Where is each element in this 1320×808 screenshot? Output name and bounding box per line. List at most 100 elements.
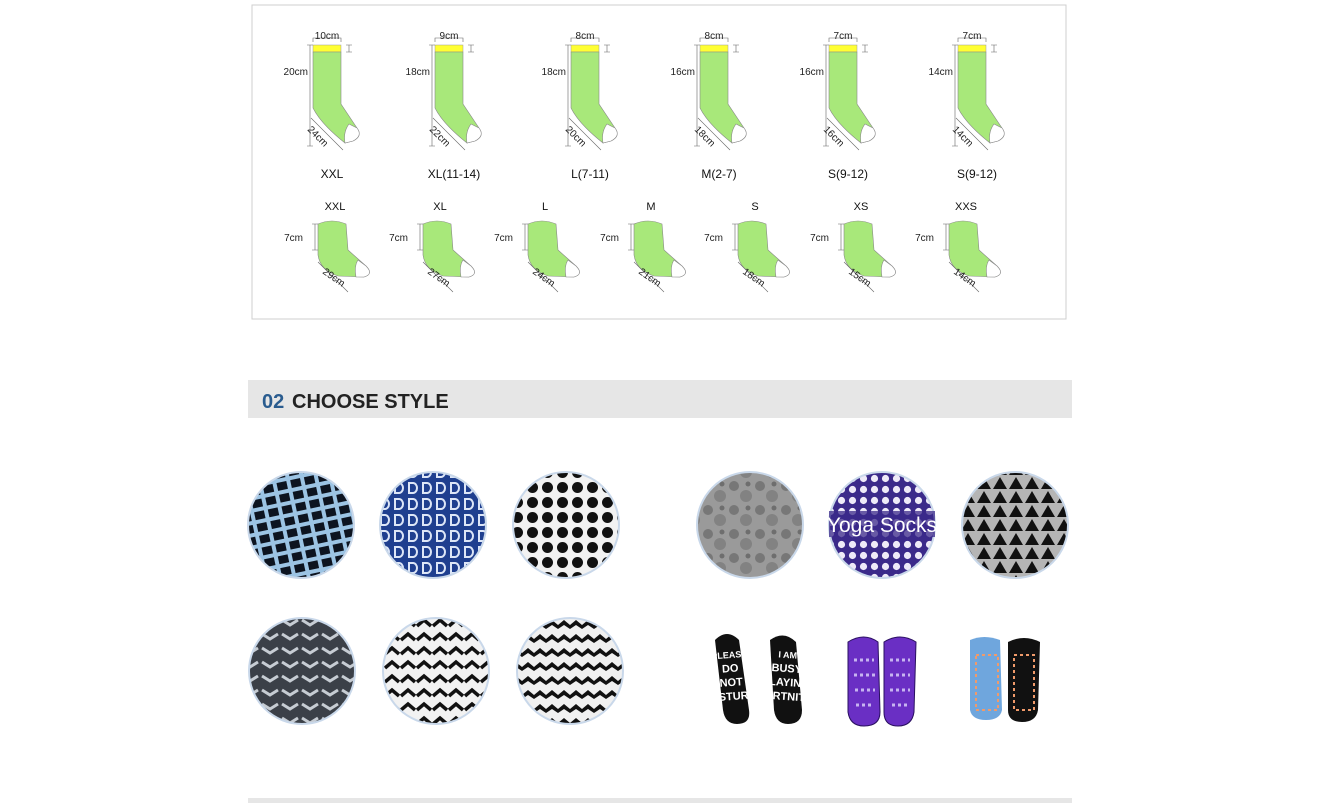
sock-sole (883, 636, 917, 727)
top-width-label: 8cm (705, 31, 724, 42)
dim-line (694, 37, 739, 151)
top-width-label: 7cm (834, 31, 853, 42)
height-label: 7cm (810, 233, 829, 244)
dim-line (943, 223, 980, 293)
dim-line (823, 37, 868, 151)
sock-toe (881, 259, 896, 278)
section-header (248, 380, 1072, 418)
size-label: M (646, 201, 655, 213)
height-label: 18cm (542, 67, 566, 78)
style-swatch[interactable] (512, 471, 620, 579)
print-line: FORTNITE (757, 689, 813, 705)
yoga-label: Yoga Socks (827, 514, 937, 537)
sock-cuff (434, 44, 464, 53)
height-label: 7cm (284, 233, 303, 244)
print-line: PLEASE (711, 649, 748, 661)
dim-line (565, 37, 610, 151)
product-purple[interactable] (847, 636, 917, 727)
height-label: 7cm (915, 233, 934, 244)
sock-sole (847, 636, 881, 727)
size-label: XXL (321, 167, 344, 181)
style-swatches: Yoga Socks (247, 471, 1069, 725)
sock-toe (775, 259, 790, 278)
sock-cuff (957, 44, 987, 53)
size-label: S(9-12) (828, 167, 868, 181)
grip-dots (975, 654, 1035, 711)
style-swatch[interactable] (247, 471, 355, 579)
height-label: 14cm (929, 67, 953, 78)
sock-toe (460, 259, 475, 278)
style-swatch[interactable] (248, 617, 356, 725)
sock-sole (715, 634, 750, 724)
sock-toe (731, 123, 747, 144)
size-label: S(9-12) (957, 167, 997, 181)
print-line: I AM (778, 649, 797, 660)
sock-sole (1008, 638, 1040, 722)
grip-dots (854, 658, 910, 707)
print-line: BUSY (771, 662, 803, 676)
section-number: 02 (262, 391, 284, 413)
dim-line (732, 223, 769, 293)
sock-toe (355, 259, 370, 278)
yoga-label-band (829, 511, 935, 537)
top-width-label: 8cm (576, 31, 595, 42)
height-label: 7cm (494, 233, 513, 244)
print-line: PLAYING (761, 675, 810, 690)
height-label: 7cm (600, 233, 619, 244)
sock-cuff (828, 44, 858, 53)
dim-line (522, 223, 559, 293)
sock-cuff (699, 44, 729, 53)
size-label: XL(11-14) (428, 167, 480, 181)
section-title: CHOOSE STYLE (292, 391, 449, 413)
top-width-label: 9cm (440, 31, 459, 42)
style-swatch[interactable] (382, 617, 490, 725)
size-label: M(2-7) (701, 167, 736, 181)
top-width-label: 7cm (963, 31, 982, 42)
height-label: 16cm (800, 67, 824, 78)
sock-toe (989, 123, 1005, 144)
sock-sole (970, 637, 1002, 720)
style-swatch[interactable] (516, 617, 624, 725)
size-label: XL (433, 201, 446, 213)
sock-cuff (312, 44, 342, 53)
style-swatch[interactable] (379, 471, 487, 579)
dim-line (417, 223, 454, 293)
size-label: L (542, 201, 548, 213)
dim-line (429, 37, 474, 151)
dim-line (307, 37, 352, 151)
top-width-label: 10cm (315, 31, 339, 42)
print-line: DO (722, 662, 740, 675)
dim-line (838, 223, 875, 293)
sock-sole (770, 635, 802, 724)
size-label: XXS (955, 201, 977, 213)
sock-toe (860, 123, 876, 144)
next-section-header (248, 798, 1072, 803)
dim-line (952, 37, 997, 151)
size-label: XXL (325, 201, 346, 213)
height-label: 16cm (671, 67, 695, 78)
sock-toe (602, 123, 618, 144)
height-label: 18cm (406, 67, 430, 78)
sock-toe (344, 123, 360, 144)
sock-toe (986, 259, 1001, 278)
sock-toe (466, 123, 482, 144)
sock-toe (565, 259, 580, 278)
dim-line (628, 223, 665, 293)
sock-toe (671, 259, 686, 278)
print-line: NOT (719, 676, 743, 690)
size-label: XS (854, 201, 869, 213)
style-swatch[interactable] (696, 471, 804, 579)
product-kids[interactable] (970, 637, 1040, 722)
style-swatch[interactable] (961, 471, 1069, 579)
